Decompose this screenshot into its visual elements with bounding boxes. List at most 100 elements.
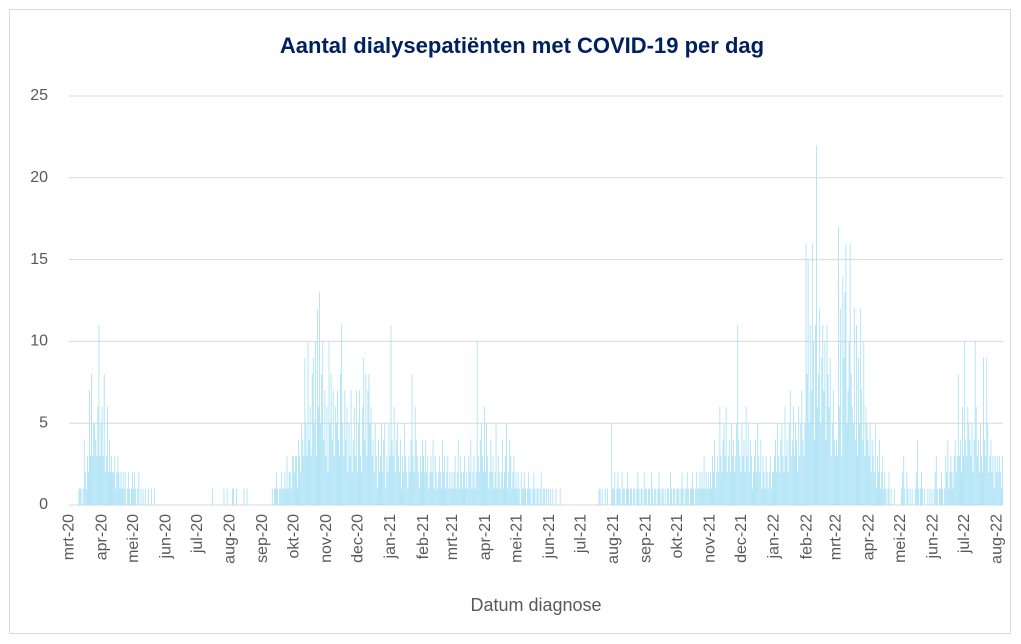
x-tick-label: jul-22	[956, 514, 973, 554]
bar	[736, 423, 738, 505]
bar	[958, 455, 960, 505]
x-tick-label: mrt-22	[828, 514, 845, 560]
bar	[993, 488, 995, 505]
bar	[532, 488, 534, 505]
bar	[405, 455, 407, 505]
bar	[626, 472, 628, 505]
bar	[904, 488, 906, 505]
bar	[298, 439, 299, 505]
bar	[981, 455, 982, 505]
bar	[374, 423, 376, 505]
bar	[299, 455, 301, 505]
x-tick-label: feb-21	[415, 514, 432, 559]
x-tick-label: jul-21	[572, 514, 589, 554]
x-tick-label: jan-22	[766, 514, 783, 560]
bar	[373, 472, 375, 505]
bar	[119, 488, 121, 505]
bar	[116, 472, 118, 505]
bar	[91, 374, 93, 505]
bar	[467, 488, 469, 505]
bar	[80, 488, 82, 505]
bar	[674, 488, 676, 505]
bar	[438, 455, 440, 505]
bar	[243, 488, 245, 505]
bar	[768, 472, 770, 505]
bar	[300, 472, 302, 505]
bar	[862, 439, 864, 505]
bar	[749, 439, 751, 505]
bar	[881, 472, 883, 505]
bar	[310, 455, 312, 505]
bar	[638, 488, 640, 505]
bar	[864, 455, 866, 505]
bar	[659, 488, 661, 505]
bar	[852, 423, 854, 505]
bar	[337, 390, 338, 505]
bar	[643, 472, 645, 505]
bar	[409, 472, 411, 505]
bar	[127, 472, 129, 505]
bar	[391, 439, 393, 505]
bar	[999, 472, 1001, 505]
bar	[380, 455, 381, 505]
bar	[279, 488, 281, 505]
bar	[233, 488, 234, 505]
bar	[708, 488, 710, 505]
bar	[518, 488, 520, 505]
bar	[727, 455, 729, 505]
bar	[699, 472, 701, 505]
bar	[271, 488, 273, 505]
bar	[707, 472, 709, 505]
bar	[835, 455, 836, 505]
bar	[113, 472, 115, 505]
x-tick-label: apr-22	[860, 514, 877, 560]
bar	[511, 488, 513, 505]
bar	[743, 439, 745, 505]
bar	[918, 488, 919, 505]
bar	[335, 423, 337, 505]
bar	[933, 488, 935, 505]
bar	[954, 439, 956, 505]
bar	[400, 439, 401, 505]
bar	[459, 455, 461, 505]
bar	[982, 472, 983, 505]
y-tick-label: 25	[30, 87, 48, 104]
bar	[323, 439, 325, 505]
bar	[965, 439, 967, 505]
bar	[649, 488, 650, 505]
bar	[871, 439, 873, 505]
bar	[948, 488, 950, 505]
bar	[914, 488, 916, 505]
bar	[444, 455, 446, 505]
bar	[804, 423, 806, 505]
bar	[612, 488, 614, 505]
bar	[681, 472, 683, 505]
bar	[503, 488, 504, 505]
bar	[921, 472, 922, 505]
bar	[360, 455, 361, 505]
bar	[379, 472, 380, 505]
bar	[927, 488, 929, 505]
bar	[415, 439, 417, 505]
bar	[280, 488, 282, 505]
bar	[637, 472, 639, 505]
bar	[403, 472, 405, 505]
bar	[304, 357, 306, 505]
bar	[338, 439, 339, 505]
bar	[98, 325, 100, 505]
bar	[976, 455, 978, 505]
bar	[802, 439, 804, 505]
bar	[428, 488, 430, 505]
bar	[931, 488, 933, 505]
bar	[138, 472, 140, 505]
bar	[907, 488, 909, 505]
bar	[766, 472, 768, 505]
bar	[887, 488, 889, 505]
bar	[837, 455, 838, 505]
bar	[330, 374, 332, 505]
bar	[105, 455, 107, 505]
bar	[115, 488, 117, 505]
bar	[120, 472, 122, 505]
bar	[821, 357, 823, 505]
x-tick-label: aug-20	[221, 514, 238, 564]
